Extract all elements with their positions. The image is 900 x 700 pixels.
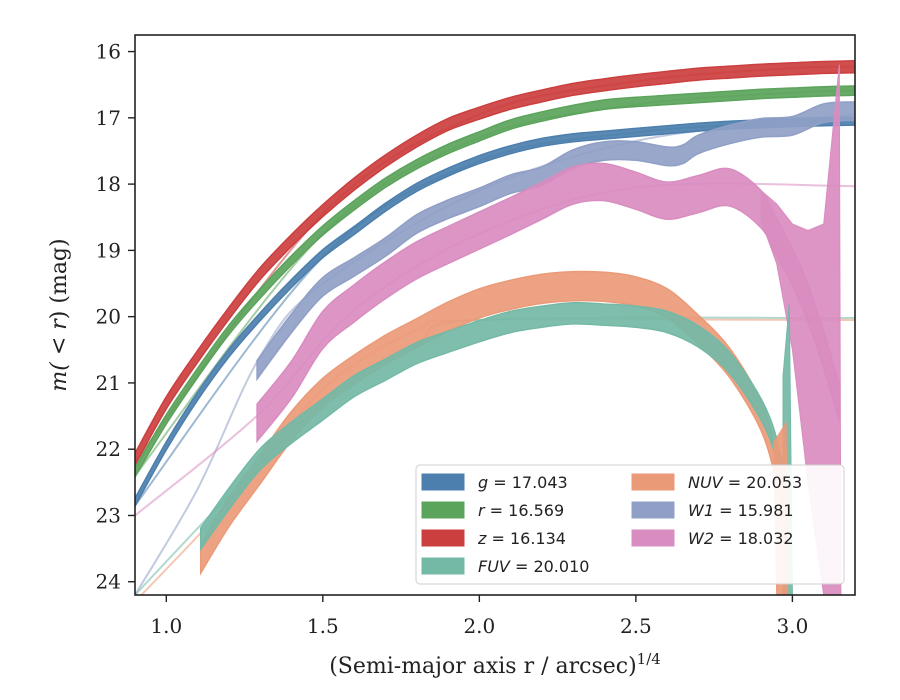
w2-outer-envelope <box>760 64 842 595</box>
band-w1 <box>256 101 855 382</box>
x-tick-label: 2.5 <box>620 614 652 638</box>
x-axis-label-main: (Semi-major axis r / arcsec) <box>329 654 636 679</box>
legend-label-w1: W1 = 15.981 <box>688 501 794 520</box>
y-axis-label-suffix: ) (mag) <box>47 238 72 319</box>
legend-label-z: z = 16.134 <box>477 529 566 548</box>
y-axis-label-condition: < r <box>47 318 72 362</box>
plot-frame <box>134 34 856 596</box>
y-tick-label: 21 <box>96 371 121 395</box>
band-r <box>135 85 855 479</box>
y-tick-label: 20 <box>96 305 121 329</box>
y-axis-label: m( < r) (mag) <box>47 238 72 391</box>
y-tick-label: 17 <box>96 106 121 130</box>
legend-swatch-g <box>421 473 465 491</box>
band-z <box>135 60 855 466</box>
legend-swatch-w1 <box>631 501 675 519</box>
y-axis-ticks: 16 17 18 19 20 21 22 23 24 <box>96 40 135 594</box>
x-axis-label: (Semi-major axis r / arcsec)1/4 <box>329 650 661 679</box>
y-axis-label-prefix: m( <box>47 362 72 392</box>
legend-label-r: r = 16.569 <box>478 501 564 520</box>
legend: g = 17.043 r = 16.569 z = 16.134 FUV = 20.0… <box>415 464 845 585</box>
legend-label-nuv: NUV = 20.053 <box>688 473 802 492</box>
y-tick-label: 18 <box>96 172 121 196</box>
legend-swatch-fuv <box>421 557 465 575</box>
y-tick-label: 19 <box>96 238 121 262</box>
x-tick-label: 2.0 <box>463 614 495 638</box>
legend-swatch-w2 <box>631 529 675 547</box>
legend-swatch-nuv <box>631 473 675 491</box>
legend-swatch-z <box>421 529 465 547</box>
y-tick-label: 16 <box>96 40 121 64</box>
legend-swatch-r <box>421 501 465 519</box>
legend-frame <box>415 464 845 585</box>
legend-label-g: g = 17.043 <box>478 473 568 492</box>
x-tick-label: 1.5 <box>307 614 339 638</box>
band-g <box>135 116 855 507</box>
y-tick-label: 24 <box>96 570 121 594</box>
x-tick-label: 3.0 <box>776 614 808 638</box>
y-tick-label: 22 <box>96 437 121 461</box>
x-tick-label: 1.0 <box>150 614 182 638</box>
y-tick-label: 23 <box>96 503 121 527</box>
x-axis-label-exponent: 1/4 <box>637 650 661 668</box>
legend-label-fuv: FUV = 20.010 <box>478 557 589 576</box>
legend-label-w2: W2 = 18.032 <box>688 529 794 548</box>
x-axis-ticks: 1.0 1.5 2.0 2.5 3.0 <box>150 595 808 638</box>
